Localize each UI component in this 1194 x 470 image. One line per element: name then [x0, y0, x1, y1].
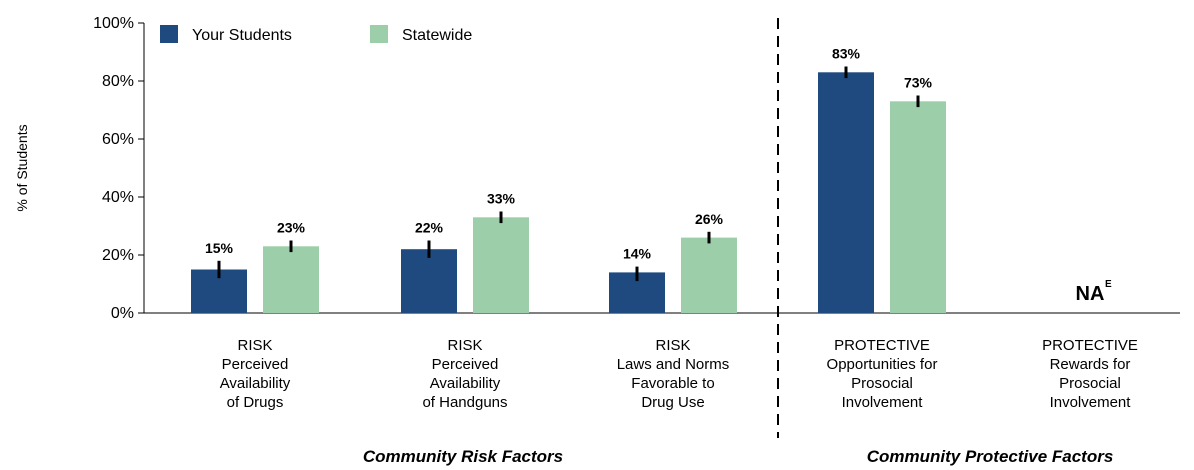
category-label: PROTECTIVE	[1042, 337, 1138, 354]
category-label: Rewards for	[1050, 356, 1131, 373]
y-tick-label: 0%	[111, 305, 134, 322]
category-label: Favorable to	[631, 375, 714, 392]
category-label: Laws and Norms	[617, 356, 730, 373]
category-label: PROTECTIVE	[834, 337, 930, 354]
data-label: 26%	[695, 211, 724, 227]
data-label: 83%	[832, 46, 861, 62]
bar-statewide	[473, 217, 529, 313]
category-label: Prosocial	[851, 375, 913, 392]
category-label: of Drugs	[227, 394, 284, 411]
category-label: Perceived	[222, 356, 289, 373]
category-label: RISK	[655, 337, 690, 354]
data-label: 33%	[487, 191, 516, 207]
data-label: 23%	[277, 220, 306, 236]
category-label: RISK	[447, 337, 482, 354]
category-label: Availability	[430, 375, 501, 392]
y-tick-label: 60%	[102, 131, 134, 148]
y-tick-label: 100%	[93, 15, 134, 32]
category-label: Availability	[220, 375, 291, 392]
bar-statewide	[681, 237, 737, 313]
category-label: Drug Use	[641, 394, 704, 411]
category-label: Involvement	[1050, 394, 1132, 411]
bar-statewide	[263, 246, 319, 313]
y-axis-label: % of Students	[14, 124, 30, 211]
bar-statewide	[890, 101, 946, 313]
category-label: Perceived	[432, 356, 499, 373]
category-label: Opportunities for	[827, 356, 938, 373]
data-label: 14%	[623, 246, 652, 262]
category-label: RISK	[237, 337, 272, 354]
data-label: 73%	[904, 75, 933, 91]
na-superscript: E	[1105, 279, 1112, 290]
y-tick-label: 80%	[102, 73, 134, 90]
legend-label: Statewide	[402, 27, 472, 44]
y-tick-label: 20%	[102, 247, 134, 264]
legend-swatch	[370, 25, 388, 43]
category-label: Prosocial	[1059, 375, 1121, 392]
y-tick-label: 40%	[102, 189, 134, 206]
group-label: Community Protective Factors	[867, 447, 1114, 466]
data-label: 15%	[205, 240, 234, 256]
legend-swatch	[160, 25, 178, 43]
category-label: Involvement	[842, 394, 924, 411]
group-label: Community Risk Factors	[363, 447, 563, 466]
category-label: of Handguns	[422, 394, 507, 411]
bar-your-students	[818, 72, 874, 313]
data-label: 22%	[415, 220, 444, 236]
na-label: NA	[1076, 283, 1105, 305]
bar-your-students	[401, 249, 457, 313]
legend-label: Your Students	[192, 27, 292, 44]
